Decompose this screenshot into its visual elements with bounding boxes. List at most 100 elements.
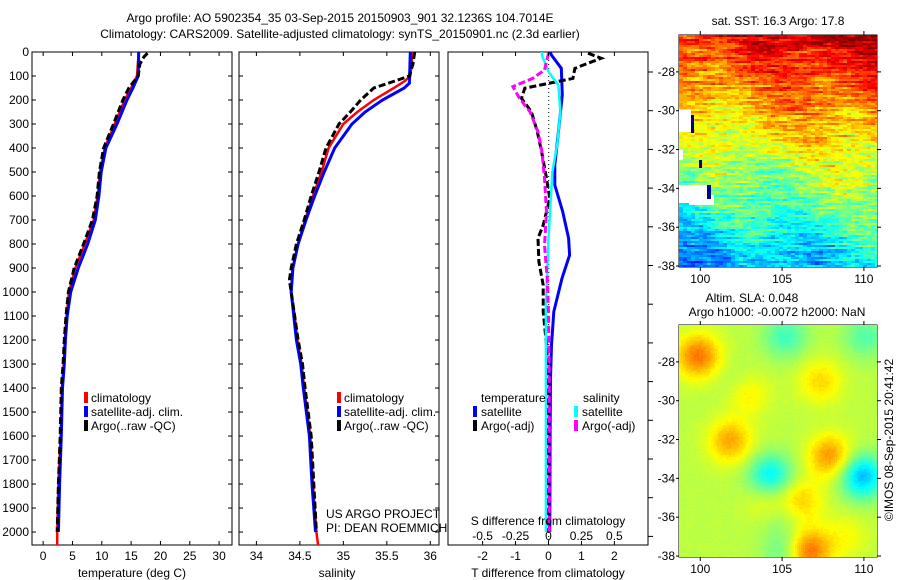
- legend-swatch-t-satellite: [473, 406, 477, 417]
- series-line-argo-raw-qc-: [55, 52, 149, 533]
- figure-title-line1: Argo profile: AO 5902354_35 03-Sep-2015 …: [126, 11, 553, 25]
- map-x-tick-label: 110: [854, 562, 873, 576]
- y-tick-label: 900: [9, 261, 29, 275]
- difference-panel: -2 -1 0 1 2 -0.5 -0.25 0 0.25 0.5 T difference fr…: [447, 51, 653, 580]
- legend-label-argo: Argo(..raw -QC): [344, 419, 429, 433]
- legend-swatch-satellite-adj: [84, 406, 88, 417]
- legend-label-s-argo: Argo(-adj): [582, 419, 635, 433]
- map-y-tick-label: -28: [658, 355, 676, 369]
- legend-swatch-argo: [84, 420, 88, 431]
- s-tick-label: -0.5: [472, 529, 493, 543]
- y-tick-label: 1300: [2, 357, 29, 371]
- sla-heatmap: [679, 325, 877, 557]
- s-tick-label: 0: [545, 529, 552, 543]
- x-tick-label: 1: [578, 549, 585, 563]
- s-tick-label: 0.5: [606, 529, 623, 543]
- sst-heatmap: [679, 35, 877, 267]
- map-y-tick-label: -36: [658, 220, 676, 234]
- legend-swatch-climatology: [84, 392, 88, 403]
- project-credit: US ARGO PROJECT: [326, 507, 441, 521]
- y-tick-label: 100: [9, 69, 29, 83]
- pi-credit: PI: DEAN ROEMMICH: [326, 521, 447, 535]
- legend-swatch-satellite-adj: [337, 406, 341, 417]
- salinity-legend: climatology satellite-adj. clim. Argo(..…: [337, 391, 436, 433]
- y-tick-label: 0: [22, 45, 29, 59]
- y-tick-label: 300: [9, 117, 29, 131]
- map-y-tick-label: -36: [658, 510, 676, 524]
- sla-map-panel: Altim. SLA: 0.048 Argo h1000: -0.0072 h2…: [658, 291, 881, 576]
- series-line-satellite-adj-clim-: [56, 52, 141, 533]
- x-tick-label: 34.5: [288, 549, 312, 563]
- y-tick-label: 1000: [2, 285, 29, 299]
- legend-swatch-t-argo: [473, 420, 477, 431]
- x-tick-label: 2: [611, 549, 618, 563]
- legend-header-salinity: salinity: [583, 391, 620, 405]
- map-y-tick-label: -32: [658, 143, 676, 157]
- y-tick-label: 1500: [2, 405, 29, 419]
- y-tick-label: 2000: [2, 525, 29, 539]
- y-tick-label: 1600: [2, 429, 29, 443]
- x-tick-label: 5: [69, 549, 76, 563]
- legend-label-climatology: climatology: [344, 391, 404, 405]
- sst-map-panel: sat. SST: 16.3 Argo: 17.8 100 105 110 -28 -3…: [658, 14, 881, 286]
- x-tick-label: 10: [95, 549, 109, 563]
- t-difference-xlabel: T difference from climatology: [471, 566, 625, 580]
- x-tick-label: 35.5: [375, 549, 399, 563]
- x-tick-label: -1: [510, 549, 521, 563]
- y-tick-label: 1700: [2, 453, 29, 467]
- legend-header-temperature: temperature: [481, 391, 546, 405]
- x-tick-label: 0: [545, 549, 552, 563]
- legend-swatch-s-satellite: [574, 406, 578, 417]
- sla-map-title-line1: Altim. SLA: 0.048: [706, 291, 799, 305]
- x-tick-label: 30: [212, 549, 226, 563]
- map-y-tick-label: -32: [658, 433, 676, 447]
- legend-label-argo: Argo(..raw -QC): [91, 419, 176, 433]
- map-x-tick-label: 105: [772, 272, 792, 286]
- legend-label-satellite-adj: satellite-adj. clim.: [91, 405, 183, 419]
- legend-swatch-argo: [337, 420, 341, 431]
- y-tick-label: 800: [9, 237, 29, 251]
- legend-swatch-climatology: [337, 392, 341, 403]
- map-x-tick-label: 110: [854, 272, 873, 286]
- legend-label-satellite-adj: satellite-adj. clim.: [344, 405, 436, 419]
- y-tick-label: 1100: [3, 309, 29, 323]
- series-line-salinity-argo-adj-: [510, 52, 551, 532]
- s-difference-label: S difference from climatology: [471, 514, 626, 528]
- legend-label-t-argo: Argo(-adj): [481, 419, 534, 433]
- y-tick-label: 600: [9, 189, 29, 203]
- y-tick-label: 1400: [2, 381, 29, 395]
- salinity-axes-frame: [238, 51, 440, 546]
- x-tick-label: 35: [337, 549, 351, 563]
- legend-label-climatology: climatology: [91, 391, 151, 405]
- x-tick-label: 34: [250, 549, 264, 563]
- imos-timestamp: ©IMOS 08-Sep-2015 20:41:42: [882, 359, 896, 522]
- y-tick-label: 1900: [2, 501, 29, 515]
- x-tick-label: 15: [124, 549, 138, 563]
- y-tick-label: 500: [9, 165, 29, 179]
- temperature-legend: climatology satellite-adj. clim. Argo(..…: [84, 391, 183, 433]
- map-y-tick-label: -34: [658, 471, 676, 485]
- salinity-xlabel: salinity: [319, 566, 356, 580]
- x-tick-label: -2: [477, 549, 488, 563]
- map-y-tick-label: -28: [658, 65, 676, 79]
- map-y-tick-label: -38: [658, 259, 676, 273]
- x-tick-label: 25: [183, 549, 197, 563]
- map-y-tick-label: -30: [658, 104, 676, 118]
- map-y-tick-label: -34: [658, 181, 676, 195]
- figure-title-line2: Climatology: CARS2009. Satellite-adjuste…: [100, 27, 580, 41]
- legend-label-t-satellite: satellite: [481, 405, 522, 419]
- legend-swatch-s-argo: [574, 420, 578, 431]
- legend-label-s-satellite: satellite: [582, 405, 623, 419]
- map-x-tick-label: 105: [772, 562, 792, 576]
- sla-map-title-line2: Argo h1000: -0.0072 h2000: NaN: [689, 305, 866, 319]
- difference-legend: temperature salinity satellite Argo(-adj…: [473, 391, 635, 433]
- x-tick-label: 0: [40, 549, 47, 563]
- temperature-panel: 0 5 10 15 20 25 300100200300400500600700800900…: [2, 45, 233, 580]
- map-y-tick-label: -30: [658, 394, 676, 408]
- y-tick-label: 200: [9, 93, 29, 107]
- series-line-argo-raw-qc-: [287, 52, 417, 533]
- temperature-xlabel: temperature (deg C): [78, 566, 186, 580]
- sst-map-title: sat. SST: 16.3 Argo: 17.8: [712, 14, 845, 28]
